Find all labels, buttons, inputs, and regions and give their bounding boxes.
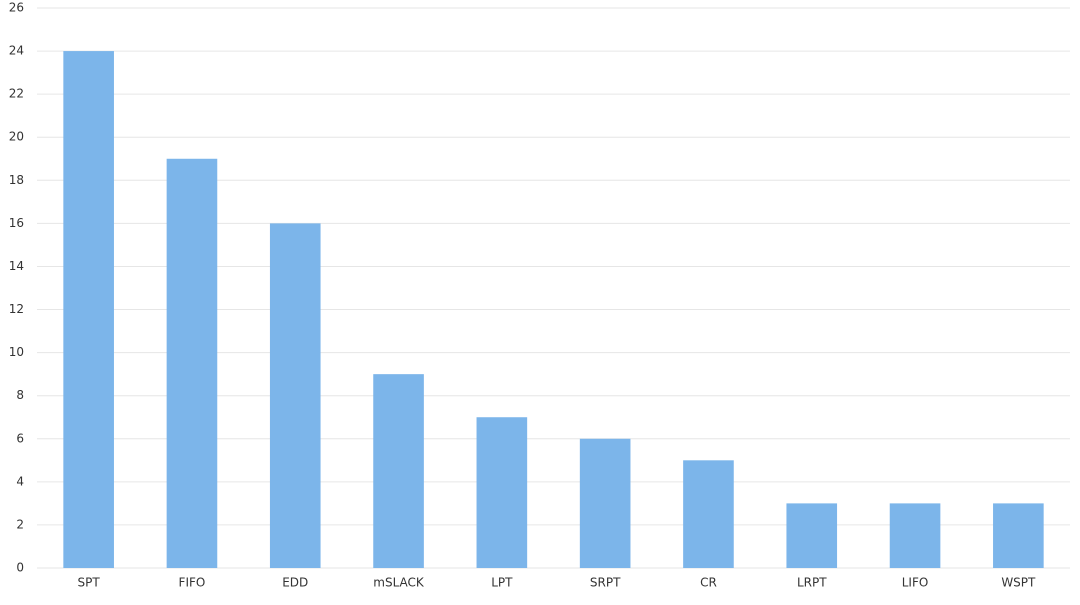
x-tick-label: LRPT <box>797 576 827 590</box>
y-tick-label: 6 <box>16 431 24 445</box>
bar <box>786 503 838 568</box>
x-tick-label: CR <box>700 576 717 590</box>
bar <box>993 503 1044 568</box>
x-tick-label: LPT <box>491 576 513 590</box>
bar <box>579 438 631 568</box>
x-tick-label: SPT <box>78 576 101 590</box>
bar <box>889 503 941 568</box>
bar <box>63 51 114 569</box>
y-tick-label: 10 <box>9 345 24 359</box>
bar <box>166 158 218 568</box>
y-tick-label: 8 <box>16 388 24 402</box>
y-tick-label: 26 <box>9 1 24 15</box>
y-tick-label: 14 <box>9 259 24 273</box>
y-tick-label: 24 <box>9 44 24 58</box>
y-tick-label: 22 <box>9 87 24 101</box>
bar <box>683 460 734 568</box>
y-tick-label: 12 <box>9 302 24 316</box>
y-tick-label: 18 <box>9 173 24 187</box>
bar <box>269 223 321 568</box>
y-tick-label: 16 <box>9 216 24 230</box>
bar <box>373 374 424 568</box>
x-tick-label: FIFO <box>179 576 206 590</box>
x-tick-label: WSPT <box>1001 576 1036 590</box>
y-tick-label: 4 <box>16 474 24 488</box>
x-tick-label: mSLACK <box>373 576 425 590</box>
y-tick-label: 2 <box>16 517 24 531</box>
bar <box>476 417 528 568</box>
y-tick-label: 20 <box>9 130 24 144</box>
x-tick-label: LIFO <box>902 576 929 590</box>
y-tick-label: 0 <box>16 561 24 575</box>
x-tick-label: EDD <box>282 576 308 590</box>
x-tick-label: SRPT <box>590 576 621 590</box>
